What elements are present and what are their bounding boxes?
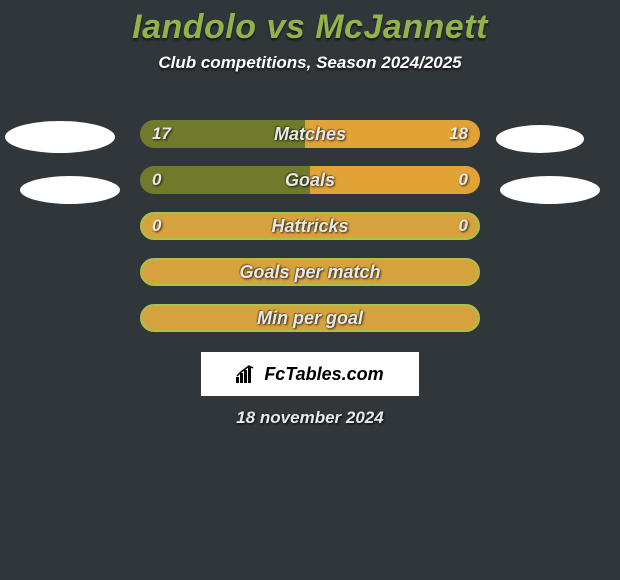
bars-icon (236, 365, 258, 383)
right-player-ellipse (496, 125, 584, 153)
stat-bar-right-fill (310, 166, 480, 194)
left-player-ellipse (5, 121, 115, 153)
stat-bar: Min per goal (140, 304, 480, 332)
stat-bar-left-fill (140, 166, 310, 194)
stat-bar: 00Hattricks (140, 212, 480, 240)
stat-bar-right-fill (305, 120, 480, 148)
branding-text: FcTables.com (264, 364, 383, 385)
stat-bar: 1718Matches (140, 120, 480, 148)
right-player-ellipse (500, 176, 600, 204)
date-text: 18 november 2024 (0, 408, 620, 428)
stat-bar-left-fill (140, 120, 305, 148)
stat-bar-track (140, 120, 480, 148)
stat-bar-track (140, 212, 480, 240)
stat-row: Goals per match (0, 258, 620, 286)
stat-bar: 00Goals (140, 166, 480, 194)
left-player-ellipse (20, 176, 120, 204)
stat-row: 00Hattricks (0, 212, 620, 240)
page-subtitle: Club competitions, Season 2024/2025 (0, 53, 620, 73)
stat-bar-track (140, 166, 480, 194)
stat-bar-track (140, 304, 480, 332)
stat-bar: Goals per match (140, 258, 480, 286)
comparison-rows: 1718Matches 00Goals 00Hattricks Goals per m… (0, 120, 620, 350)
branding-box: FcTables.com (201, 352, 419, 396)
stat-bar-track (140, 258, 480, 286)
stat-row: Min per goal (0, 304, 620, 332)
page-title: Iandolo vs McJannett (0, 0, 620, 47)
